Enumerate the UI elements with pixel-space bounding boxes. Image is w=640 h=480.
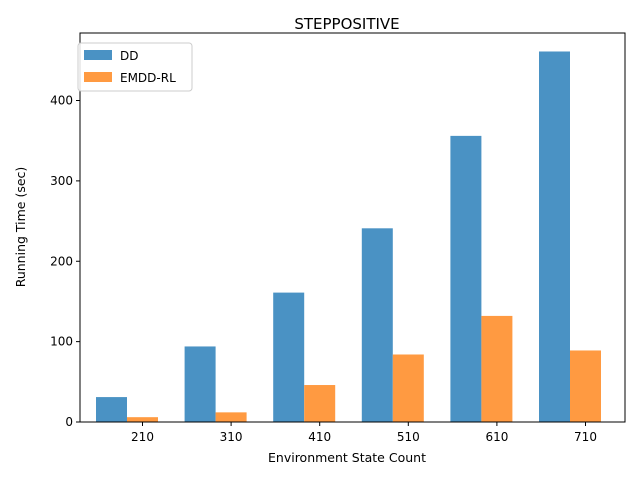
x-tick-label: 310 <box>220 430 243 444</box>
y-tick-label: 100 <box>50 335 73 349</box>
chart-title: STEPPOSITIVE <box>294 15 399 33</box>
y-tick-label: 0 <box>65 415 73 429</box>
legend: DD EMDD-RL <box>77 42 193 92</box>
x-axis-ticks: 210 310 410 510 610 710 <box>131 422 597 444</box>
plot-frame <box>79 32 626 423</box>
x-axis-label: Environment State Count <box>268 450 426 465</box>
bar-dd-210 <box>96 397 127 422</box>
legend-swatch-emdd-rl <box>84 72 112 82</box>
y-tick-label: 400 <box>50 94 73 108</box>
y-axis-ticks: 0 100 200 300 400 <box>50 94 80 429</box>
bar-dd-510 <box>361 228 393 422</box>
bar-dd-710 <box>539 51 570 423</box>
bar-emdd-rl-510 <box>392 354 424 422</box>
bar-dd-410 <box>273 292 305 422</box>
y-tick-label: 300 <box>50 174 73 188</box>
axes-group <box>79 32 626 423</box>
bar-dd-310 <box>184 346 216 422</box>
bar-emdd-rl-610 <box>481 315 513 422</box>
x-tick-label: 410 <box>308 430 331 444</box>
legend-label-dd: DD <box>120 49 138 63</box>
bar-emdd-rl-410 <box>304 385 336 422</box>
bar-dd-610 <box>450 135 482 422</box>
bar-emdd-rl-210 <box>127 417 158 422</box>
legend-swatch-dd <box>84 50 112 60</box>
bar-emdd-rl-710 <box>570 350 601 422</box>
x-tick-label: 710 <box>574 430 597 444</box>
x-tick-label: 510 <box>397 430 420 444</box>
x-tick-label: 210 <box>131 430 154 444</box>
bars-group <box>96 51 601 423</box>
bar-emdd-rl-310 <box>215 412 247 422</box>
legend-label-emdd-rl: EMDD-RL <box>120 71 176 85</box>
y-tick-label: 200 <box>50 254 73 268</box>
y-axis-label: Running Time (sec) <box>13 167 28 288</box>
x-tick-label: 610 <box>485 430 508 444</box>
